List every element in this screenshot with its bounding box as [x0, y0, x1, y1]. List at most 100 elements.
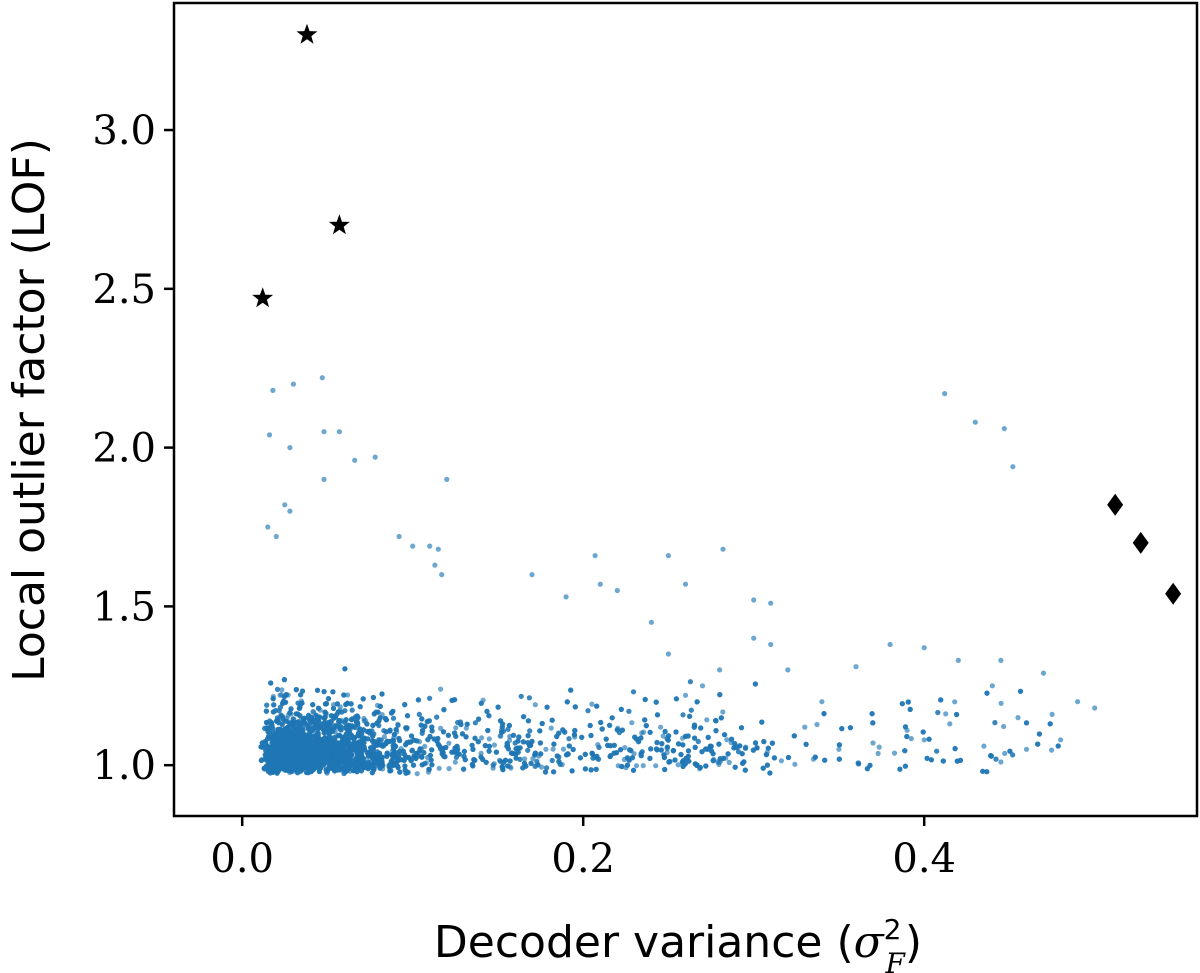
data-point [315, 705, 322, 711]
data-point [281, 677, 287, 683]
data-point [270, 696, 276, 702]
data-point [517, 745, 523, 751]
data-point [928, 757, 935, 763]
data-point [1010, 752, 1016, 758]
data-point [271, 702, 277, 708]
data-point [376, 718, 382, 724]
data-point [698, 725, 704, 731]
data-point [525, 747, 531, 753]
data-point [654, 739, 660, 746]
data-point [341, 692, 347, 698]
data-point [729, 736, 735, 742]
data-point [269, 754, 275, 760]
data-point [653, 699, 659, 705]
data-point [856, 761, 862, 767]
data-point [453, 725, 459, 731]
data-point [395, 756, 401, 762]
data-point [640, 763, 646, 769]
data-point [404, 740, 410, 746]
data-point [603, 736, 609, 742]
data-point [401, 751, 407, 757]
data-point [342, 769, 348, 775]
data-point [638, 751, 644, 757]
data-point [527, 728, 533, 734]
data-point [587, 722, 593, 729]
data-point [847, 725, 854, 731]
data-point [271, 736, 277, 742]
data-point [551, 769, 557, 775]
data-point [278, 742, 284, 748]
data-point [562, 729, 568, 735]
data-point [404, 713, 411, 719]
data-point [416, 711, 422, 718]
data-point [778, 758, 785, 764]
data-point [722, 732, 728, 738]
data-point [486, 748, 492, 754]
data-point [483, 759, 489, 765]
data-point [814, 721, 820, 728]
data-point [309, 739, 315, 745]
data-point [331, 756, 337, 762]
data-point [458, 721, 464, 728]
data-point [692, 735, 698, 741]
data-point [367, 730, 373, 736]
data-point [303, 745, 309, 752]
data-point [305, 756, 311, 763]
data-point [940, 758, 946, 764]
data-point [326, 761, 332, 767]
data-point [506, 722, 512, 729]
data-point [469, 742, 475, 748]
data-point [771, 755, 778, 761]
data-point [554, 753, 560, 759]
data-point [273, 740, 279, 746]
data-point [388, 767, 394, 774]
data-point [763, 752, 770, 758]
data-point [321, 753, 327, 759]
data-point [343, 701, 349, 708]
data-point [425, 737, 431, 743]
data-point [760, 765, 766, 771]
data-point [360, 757, 366, 763]
data-point [703, 763, 709, 769]
data-point [984, 769, 990, 775]
data-point [902, 748, 908, 754]
data-point [274, 686, 281, 693]
data-point [515, 749, 521, 755]
data-point [617, 747, 624, 753]
data-point [288, 749, 294, 755]
data-point [520, 739, 527, 745]
data-point [429, 747, 435, 753]
data-point [691, 722, 698, 728]
data-point [876, 744, 882, 750]
data-point [629, 755, 636, 761]
data-point [402, 763, 408, 769]
data-point [673, 696, 680, 702]
data-point [905, 699, 911, 705]
data-point [325, 745, 331, 751]
data-point [372, 751, 378, 757]
data-point [325, 696, 332, 702]
points-layer [258, 375, 1098, 777]
data-point [429, 724, 435, 730]
data-point [731, 745, 737, 751]
data-point [943, 711, 949, 717]
data-point [676, 741, 682, 747]
data-point [331, 766, 337, 772]
data-point [493, 749, 499, 755]
data-point [384, 738, 390, 744]
data-point [452, 697, 458, 703]
data-point [639, 730, 645, 736]
data-point [316, 768, 322, 775]
data-point [543, 746, 549, 752]
data-point [395, 722, 401, 728]
data-point [356, 733, 362, 739]
data-point [588, 732, 594, 739]
data-point [1017, 688, 1024, 694]
data-point [952, 746, 958, 752]
data-point [569, 768, 575, 774]
data-point [307, 726, 313, 733]
data-point [287, 710, 293, 716]
data-point [636, 739, 642, 745]
data-point [397, 769, 403, 775]
data-point [370, 722, 376, 729]
